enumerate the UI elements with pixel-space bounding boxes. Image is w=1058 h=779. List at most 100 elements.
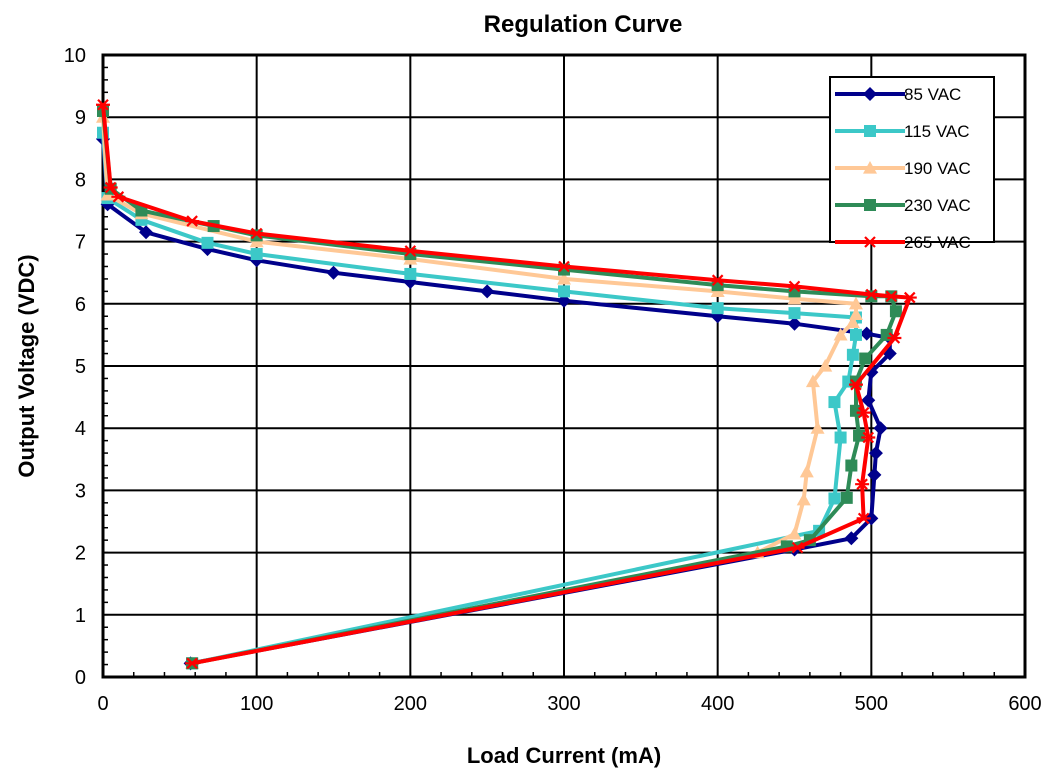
- data-point: [135, 204, 148, 217]
- legend-entry: 230 VAC: [835, 196, 971, 215]
- data-point: [810, 421, 825, 434]
- data-point: [103, 181, 118, 194]
- x-axis-label: Load Current (mA): [467, 743, 661, 768]
- data-point: [855, 478, 870, 490]
- data-point: [861, 431, 876, 444]
- data-point: [840, 491, 853, 504]
- data-point: [828, 396, 841, 409]
- legend-marker: [863, 161, 877, 174]
- data-point: [790, 541, 805, 554]
- data-point: [848, 378, 863, 391]
- data-point: [557, 260, 571, 273]
- data-point: [828, 492, 841, 505]
- data-point: [887, 332, 902, 344]
- x-tick-label: 500: [855, 693, 888, 715]
- x-tick-label: 0: [97, 693, 108, 715]
- data-point: [856, 512, 871, 525]
- data-point: [846, 348, 859, 361]
- data-point: [902, 291, 917, 304]
- legend-box: [829, 76, 995, 243]
- x-tick-label: 100: [240, 693, 273, 715]
- legend-entry: 115 VAC: [835, 122, 970, 141]
- data-point: [799, 464, 814, 478]
- legend-label: 85 VAC: [904, 85, 961, 104]
- legend-marker: [863, 87, 877, 101]
- data-point: [201, 236, 214, 249]
- y-tick-label: 3: [75, 480, 86, 502]
- y-tick-label: 5: [75, 356, 86, 378]
- data-point: [833, 327, 848, 341]
- data-point: [558, 285, 570, 298]
- data-point: [853, 429, 866, 442]
- data-point: [185, 657, 200, 670]
- data-point: [834, 431, 847, 444]
- tick-labels: 0 100 200 300 400 500 600 0 1 2 3 4 5 6 7 8 9 10: [64, 45, 1042, 715]
- data-point: [787, 291, 802, 305]
- data-point: [139, 225, 154, 240]
- data-point: [787, 526, 802, 540]
- legend-entry: 190 VAC: [835, 159, 971, 178]
- data-point: [873, 421, 888, 436]
- x-tick-label: 600: [1008, 693, 1041, 715]
- data-series: [96, 98, 917, 671]
- y-tick-label: 0: [75, 667, 86, 689]
- legend-entry: 265 VAC: [835, 233, 971, 252]
- x-tick-label: 300: [547, 693, 580, 715]
- legend-label: 265 VAC: [904, 233, 971, 252]
- data-point: [845, 459, 858, 472]
- y-tick-label: 9: [75, 107, 86, 129]
- data-point: [868, 446, 883, 461]
- y-axis-label: Output Voltage (VDC): [14, 254, 39, 477]
- x-tick-label: 400: [701, 693, 734, 715]
- legend: 85 VAC 115 VAC 190 VAC 230 VAC 265 VAC: [829, 76, 995, 252]
- chart-title: Regulation Curve: [484, 11, 683, 38]
- legend-marker: [864, 125, 876, 137]
- data-point: [787, 316, 802, 331]
- series-0: [96, 131, 897, 671]
- legend-label: 230 VAC: [904, 196, 971, 215]
- data-point: [250, 248, 263, 261]
- data-point: [856, 406, 871, 419]
- y-tick-label: 7: [75, 232, 86, 254]
- legend-marker: [863, 236, 877, 248]
- data-point: [787, 280, 802, 293]
- data-point: [557, 271, 571, 285]
- data-point: [884, 290, 899, 303]
- legend-label: 115 VAC: [904, 122, 970, 141]
- data-point: [326, 265, 341, 280]
- series-3: [97, 104, 902, 670]
- data-point: [889, 305, 902, 318]
- series-line: [101, 104, 912, 666]
- series-4: [96, 98, 917, 670]
- legend-entry: 85 VAC: [835, 85, 961, 104]
- series-2: [96, 110, 863, 669]
- data-point: [403, 245, 418, 257]
- series-line: [101, 138, 892, 666]
- data-point: [185, 215, 200, 227]
- y-tick-label: 10: [64, 45, 86, 67]
- data-point: [849, 328, 862, 341]
- data-point: [859, 352, 872, 365]
- series-line: [101, 132, 858, 666]
- data-point: [404, 248, 417, 261]
- data-point: [111, 191, 126, 203]
- data-point: [710, 274, 725, 286]
- legend-label: 190 VAC: [904, 159, 971, 178]
- series-1: [97, 126, 862, 670]
- data-point: [805, 374, 820, 388]
- data-point: [845, 315, 860, 329]
- data-point: [844, 531, 859, 546]
- data-point: [861, 393, 876, 408]
- x-tick-label: 200: [394, 693, 427, 715]
- data-point: [249, 227, 264, 240]
- y-tick-label: 2: [75, 543, 86, 565]
- data-point: [867, 467, 882, 482]
- data-point: [480, 284, 495, 299]
- y-tick-label: 1: [75, 605, 86, 627]
- data-point: [859, 326, 874, 341]
- series-line: [101, 117, 858, 666]
- y-tick-label: 4: [75, 418, 86, 440]
- data-point: [96, 98, 110, 111]
- data-point: [711, 302, 724, 315]
